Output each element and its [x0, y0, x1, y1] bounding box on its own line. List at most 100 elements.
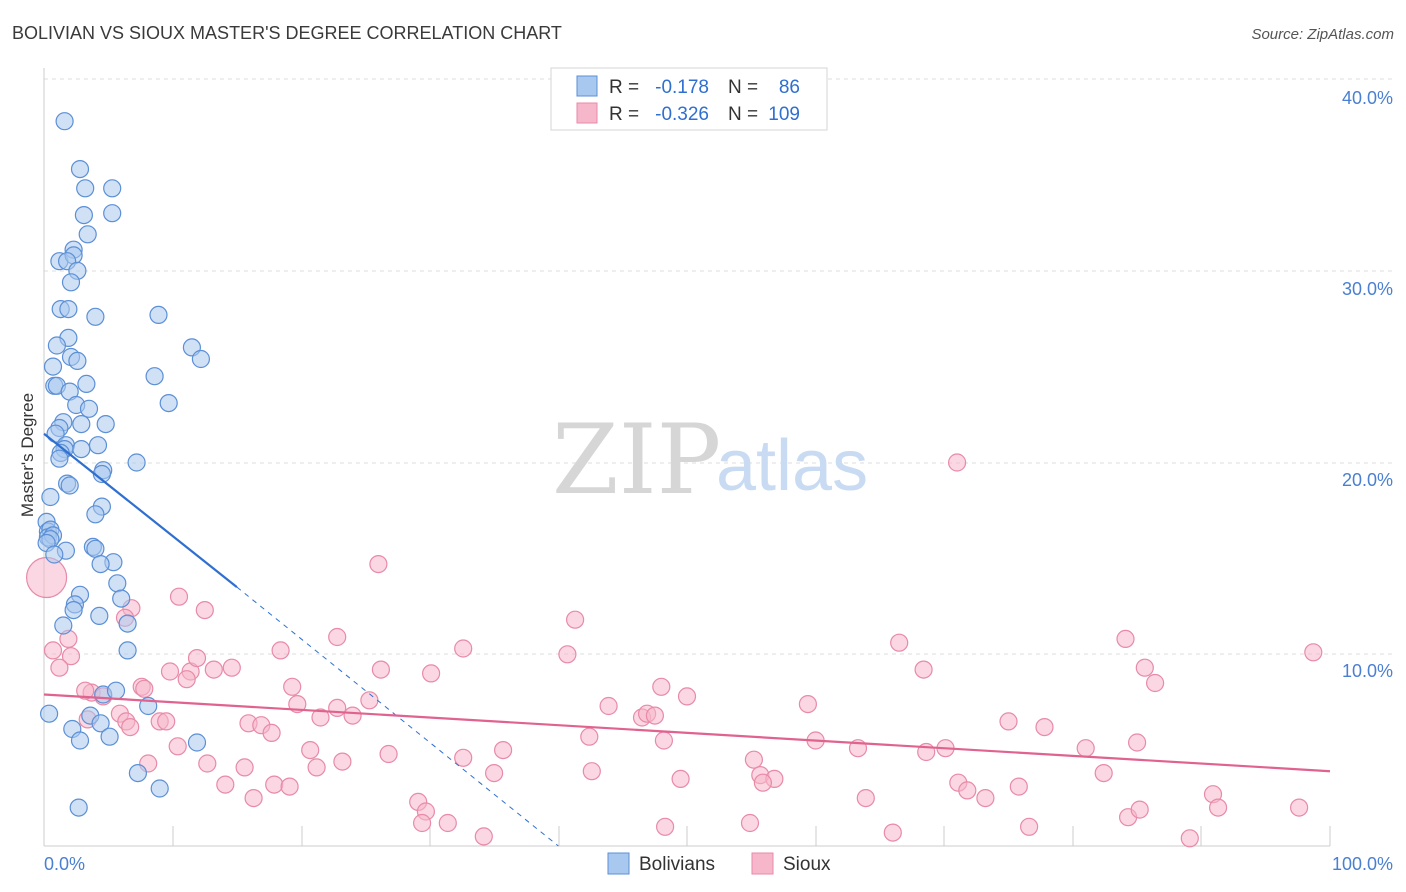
bolivians-trend-extension [236, 586, 559, 847]
bolivians-point [106, 681, 126, 700]
sioux-point [157, 712, 176, 731]
sioux-point [204, 660, 223, 679]
y-tick-label-10: 10.0% [1342, 661, 1393, 681]
sioux-point [1208, 798, 1228, 817]
sioux-point [883, 823, 902, 842]
bolivians-point [91, 714, 110, 733]
sioux-point [976, 788, 995, 808]
sioux-point [343, 706, 362, 725]
bolivians-point [69, 798, 88, 817]
sioux-point [311, 708, 330, 727]
bottom-legend-swatch-bolivians [607, 852, 630, 875]
bolivians-point [91, 554, 110, 574]
bolivians-point [76, 179, 95, 198]
bolivians-point [96, 415, 115, 434]
sioux-point [222, 658, 241, 677]
bolivians-point [100, 727, 119, 746]
bolivians-point [118, 614, 137, 633]
bolivians-point [50, 449, 69, 468]
sioux-point [301, 740, 320, 760]
sioux-point [371, 660, 390, 679]
sioux-point [565, 610, 585, 629]
sioux-point [195, 600, 214, 620]
sioux-point [740, 813, 760, 833]
y-tick-label-20: 20.0% [1342, 470, 1393, 490]
bolivians-point [150, 779, 169, 798]
sioux-point [1135, 658, 1154, 677]
sioux-point [558, 645, 577, 664]
sioux-point [485, 763, 504, 783]
bolivians-point [72, 415, 91, 434]
sioux-point [582, 762, 601, 781]
sioux-point [1289, 798, 1309, 817]
legend-r-label-bolivians: R = [609, 77, 639, 98]
y-tick-label-40: 40.0% [1342, 88, 1393, 108]
bolivians-point [118, 641, 137, 660]
sioux-point [271, 641, 290, 660]
legend-r-label-sioux: R = [609, 104, 639, 125]
sioux-point [958, 781, 977, 800]
bolivians-point [103, 179, 122, 198]
bolivians-point [39, 704, 59, 723]
sioux-point [1116, 629, 1135, 649]
sioux-point [580, 727, 599, 746]
y-tick-label-30: 30.0% [1342, 279, 1393, 299]
x-axis-ticks [172, 826, 1331, 846]
bolivians-points [37, 112, 210, 817]
sioux-point [856, 788, 875, 808]
bolivians-point [108, 574, 127, 593]
watermark-zip: ZIP [552, 404, 721, 516]
series-legend: Bolivians Sioux [607, 852, 831, 875]
bolivians-point [145, 367, 164, 386]
bolivians-point [90, 606, 109, 626]
sioux-point [177, 670, 196, 689]
sioux-point [422, 664, 441, 683]
legend-swatch-bolivians [576, 75, 598, 97]
gridlines [44, 78, 1392, 655]
sioux-trend-line [43, 693, 1331, 773]
legend-r-value-sioux: -0.326 [655, 104, 709, 125]
sioux-point [328, 627, 347, 647]
sioux-point [1304, 643, 1323, 662]
sioux-point [25, 556, 68, 599]
legend-n-value-sioux: 109 [768, 104, 800, 125]
sioux-point [413, 813, 432, 833]
sioux-point [1180, 829, 1199, 848]
legend-swatch-sioux [576, 102, 598, 124]
bolivians-point [74, 206, 94, 225]
bolivians-point [41, 487, 60, 507]
sioux-point [50, 658, 69, 677]
bolivians-point [43, 357, 63, 376]
sioux-point [744, 750, 764, 769]
sioux-point [280, 777, 299, 796]
sioux-point [494, 740, 513, 760]
bolivians-point [86, 505, 105, 524]
sioux-point [216, 775, 235, 794]
sioux-point [947, 453, 967, 472]
bolivians-point [78, 225, 97, 244]
bottom-legend-label-bolivians: Bolivians [639, 854, 715, 875]
sioux-point [135, 679, 154, 698]
sioux-point [76, 681, 95, 700]
sioux-point [333, 752, 352, 771]
bolivians-point [70, 160, 90, 179]
bolivians-point [54, 616, 73, 635]
legend-n-label-bolivians: N = [728, 77, 758, 98]
bolivians-point [127, 453, 146, 472]
sioux-point [798, 694, 818, 714]
chart-source: Source: ZipAtlas.com [1251, 26, 1394, 43]
bolivians-point [55, 112, 74, 131]
y-axis-label: Master's Degree [18, 393, 37, 517]
sioux-point [655, 817, 675, 836]
sioux-point [654, 731, 674, 750]
correlation-legend: R = -0.178 N = 86 R = -0.326 N = 109 [550, 67, 828, 131]
sioux-point [1009, 777, 1028, 796]
sioux-point [168, 737, 187, 756]
sioux-point [379, 744, 398, 764]
bolivians-point [112, 589, 131, 608]
sioux-point [262, 723, 281, 743]
bolivians-point [187, 733, 207, 752]
sioux-point [474, 827, 493, 846]
bolivians-point [86, 307, 105, 326]
